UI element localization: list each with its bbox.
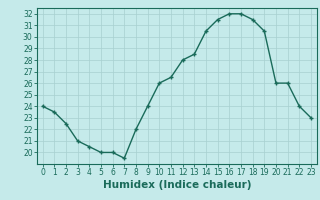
X-axis label: Humidex (Indice chaleur): Humidex (Indice chaleur): [102, 180, 251, 190]
